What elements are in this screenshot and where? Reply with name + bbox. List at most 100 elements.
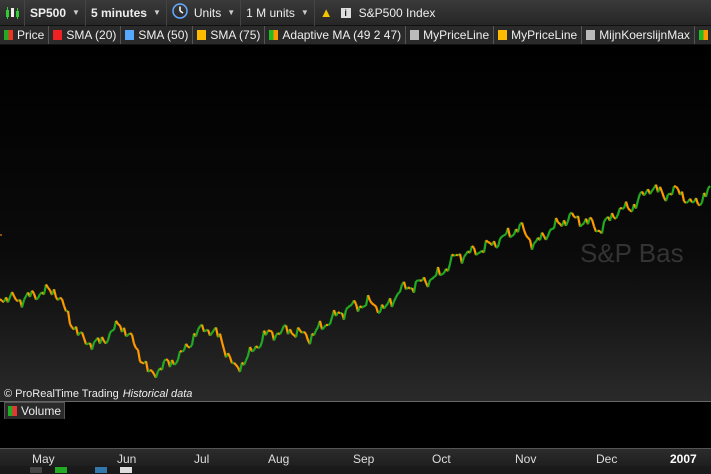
credit-text: © ProRealTime Trading Historical data <box>4 388 192 400</box>
price-segment <box>335 311 339 317</box>
price-segment <box>291 332 295 337</box>
legend-label: MijnKoerslijnMax <box>599 28 690 42</box>
legend-swatch <box>498 30 508 40</box>
instrument-info[interactable]: ▲ i S&P500 Index <box>315 0 441 26</box>
x-axis-label: May <box>32 452 55 466</box>
info-icon: i <box>340 7 351 18</box>
legend-item[interactable]: Price <box>0 26 50 44</box>
price-segment <box>405 286 409 291</box>
price-segment <box>359 305 363 309</box>
legend-item[interactable]: MijnKoerslijnMax <box>582 26 695 44</box>
timeframe-selector[interactable]: 5 minutes ▼ <box>86 0 167 26</box>
price-segment <box>431 276 435 280</box>
legend-item[interactable]: T <box>695 26 711 44</box>
price-segment <box>66 310 72 325</box>
price-segment <box>308 333 314 345</box>
price-segment <box>501 234 505 238</box>
warning-icon: ▲ <box>319 5 333 20</box>
price-segment <box>675 185 679 190</box>
legend-swatch <box>4 30 13 40</box>
symbol-selector[interactable]: SP500 ▼ <box>25 0 86 26</box>
price-segment <box>689 198 693 203</box>
price-segment <box>136 349 142 362</box>
price-segment <box>419 279 423 282</box>
price-segment <box>619 206 623 210</box>
price-segment <box>624 201 630 209</box>
price-segment <box>616 207 622 215</box>
price-segment <box>492 240 498 248</box>
price-segment <box>402 281 408 290</box>
price-segment <box>398 284 404 293</box>
price-segment <box>525 234 529 239</box>
chevron-down-icon: ▼ <box>72 8 80 17</box>
price-segment <box>318 320 324 330</box>
pane-divider[interactable] <box>0 401 711 402</box>
price-segment <box>272 334 278 341</box>
legend-item[interactable]: MyPriceLine <box>406 26 495 44</box>
price-segment <box>80 331 86 339</box>
price-segment <box>347 305 351 309</box>
units-count-selector[interactable]: 1 M units ▼ <box>241 0 315 26</box>
volume-pane[interactable] <box>0 419 711 448</box>
clock-icon <box>172 3 188 22</box>
legend-label: SMA (50) <box>138 28 189 42</box>
price-segment <box>610 212 616 219</box>
price-segment <box>371 302 375 306</box>
price-segment <box>189 344 193 349</box>
price-segment <box>475 252 479 256</box>
scroll-left-button[interactable] <box>30 467 42 473</box>
legend-item[interactable]: Adaptive MA (49 2 47) <box>265 26 407 44</box>
price-segment <box>6 296 12 303</box>
price-segment <box>59 296 63 300</box>
price-segment <box>345 306 349 311</box>
price-segment <box>503 233 507 237</box>
legend-item[interactable]: SMA (50) <box>121 26 194 44</box>
price-segment <box>203 329 207 333</box>
units-mode-selector[interactable]: Units ▼ <box>167 0 242 26</box>
legend-item[interactable]: MyPriceLine <box>494 26 583 44</box>
price-segment <box>117 323 121 327</box>
price-segment <box>660 191 666 198</box>
price-segment <box>337 311 341 315</box>
price-segment <box>603 218 607 223</box>
legend-label: SMA (75) <box>210 28 261 42</box>
price-segment <box>11 291 15 297</box>
units-mode-label: Units <box>193 5 222 20</box>
price-segment <box>228 356 234 364</box>
price-chart[interactable]: S&P Bas <box>0 45 711 402</box>
chart-type-icon[interactable] <box>0 0 25 26</box>
price-segment <box>485 239 489 244</box>
watermark: S&P Bas <box>580 238 684 268</box>
price-segment <box>122 327 128 337</box>
price-segment <box>487 241 491 244</box>
price-segment <box>299 329 303 334</box>
price-segment <box>482 240 488 253</box>
price-segment <box>479 249 483 254</box>
toolbar: SP500 ▼ 5 minutes ▼ Units ▼ 1 M units ▼ ▲ i … <box>0 0 711 26</box>
legend-item[interactable]: SMA (75) <box>193 26 266 44</box>
volume-legend[interactable]: Volume <box>4 402 66 420</box>
price-segment <box>685 200 689 204</box>
price-segment <box>342 309 348 320</box>
price-segment <box>197 325 201 331</box>
reset-button[interactable] <box>120 467 132 473</box>
zoom-button[interactable] <box>55 467 67 473</box>
price-segment <box>463 253 467 258</box>
price-segment <box>154 370 160 379</box>
legend-swatch <box>586 30 596 40</box>
legend-item[interactable]: SMA (20) <box>49 26 122 44</box>
price-segment <box>42 284 48 295</box>
price-segment <box>130 334 136 344</box>
price-segment <box>321 326 325 331</box>
price-segment <box>433 274 437 278</box>
price-segment <box>527 237 531 241</box>
price-segment <box>446 263 452 272</box>
price-segment <box>315 326 319 331</box>
price-segment <box>664 194 670 202</box>
scroll-button[interactable] <box>95 467 107 473</box>
price-segment <box>496 238 502 248</box>
price-segment <box>37 293 41 299</box>
x-axis-label: 2007 <box>670 452 697 466</box>
price-segment <box>82 337 88 345</box>
price-segment <box>374 306 380 314</box>
